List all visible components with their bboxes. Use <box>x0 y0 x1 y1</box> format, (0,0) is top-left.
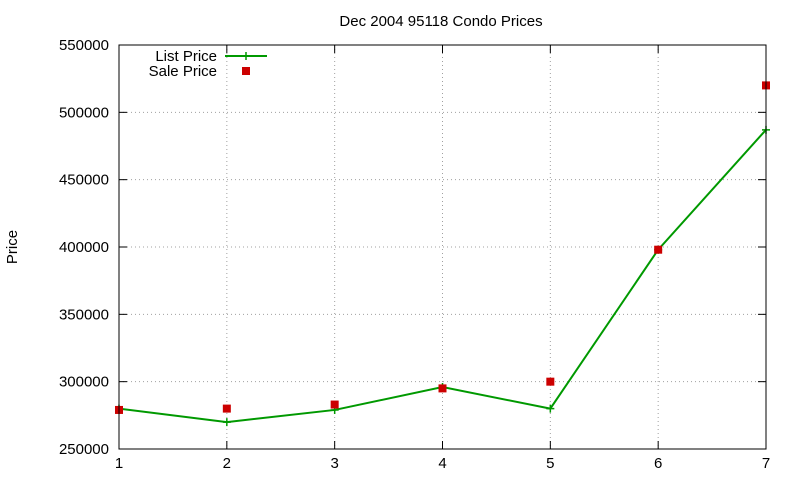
y-axis-label: Price <box>4 230 21 264</box>
series-layer <box>115 81 770 427</box>
x-tick-label: 7 <box>762 455 770 472</box>
chart-title: Dec 2004 95118 Condo Prices <box>339 13 542 30</box>
list-price-point <box>222 418 231 427</box>
y-tick-label: 350000 <box>59 306 109 323</box>
legend-label-list-price: List Price <box>155 48 217 65</box>
sale-price-point <box>654 245 663 254</box>
y-tick-label: 400000 <box>59 239 109 256</box>
legend-label-sale-price: Sale Price <box>149 63 217 80</box>
axis-ticks: 250000 300000 350000 400000 450000 500000 5500… <box>59 37 770 472</box>
sale-price-point <box>330 400 339 409</box>
y-tick-label: 300000 <box>59 374 109 391</box>
list-price-point <box>546 404 555 413</box>
y-tick-label: 550000 <box>59 37 109 54</box>
x-tick-label: 1 <box>115 455 123 472</box>
legend-swatch-sale-price <box>242 67 250 75</box>
x-tick-label: 3 <box>330 455 338 472</box>
legend-marker-list-price <box>242 52 250 60</box>
x-tick-label: 2 <box>223 455 231 472</box>
y-tick-label: 450000 <box>59 172 109 189</box>
sale-price-point <box>546 377 555 386</box>
x-tick-label: 4 <box>438 455 446 472</box>
sale-price-point <box>438 384 447 393</box>
y-tick-label: 250000 <box>59 441 109 458</box>
x-tick-label: 6 <box>654 455 662 472</box>
x-tick-label: 5 <box>546 455 554 472</box>
y-tick-label: 500000 <box>59 104 109 121</box>
sale-price-point <box>222 404 231 413</box>
